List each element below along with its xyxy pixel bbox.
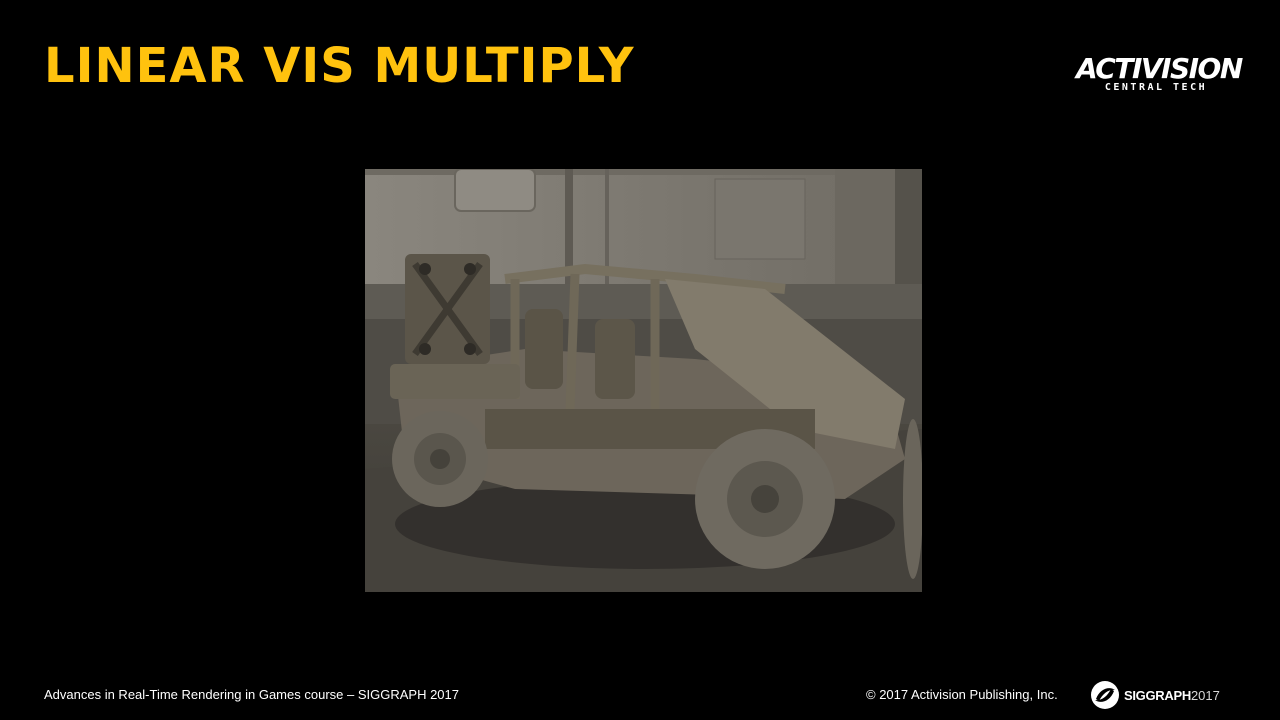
- activision-logo: ACTIVISION CENTRAL TECH: [1076, 52, 1243, 102]
- slide-title: LINEAR VIS MULTIPLY: [44, 38, 635, 94]
- copyright-notice: © 2017 Activision Publishing, Inc.: [866, 687, 1058, 702]
- siggraph-name: SIGGRAPH: [1124, 687, 1191, 703]
- activision-logo-subtitle: CENTRAL TECH: [1104, 82, 1208, 93]
- siggraph-logo-icon: [1091, 681, 1119, 709]
- activision-logo-word: ACTIVISION: [1076, 52, 1243, 85]
- course-footer: Advances in Real-Time Rendering in Games…: [44, 687, 459, 702]
- vehicle-render-illustration: [365, 169, 922, 592]
- siggraph-logo-text: SIGGRAPH2017: [1124, 688, 1220, 703]
- vehicle-render-image: [365, 169, 922, 592]
- siggraph-year: 2017: [1190, 687, 1220, 703]
- siggraph-logo: SIGGRAPH2017: [1090, 679, 1220, 711]
